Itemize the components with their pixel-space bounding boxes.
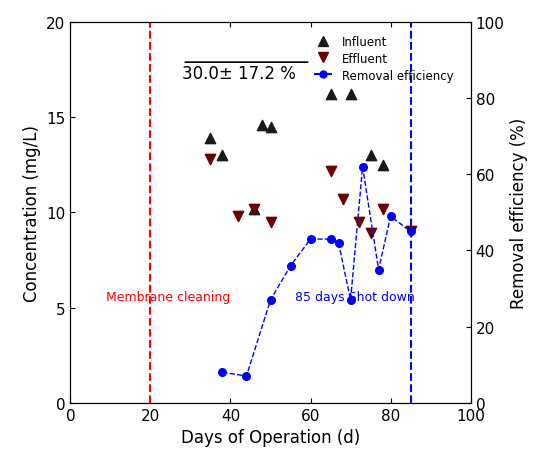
Point xyxy=(354,219,363,226)
Point xyxy=(378,162,387,169)
Point xyxy=(258,122,267,129)
Point xyxy=(338,196,347,203)
Text: Membrane cleaning: Membrane cleaning xyxy=(107,290,230,303)
Point xyxy=(266,124,275,131)
Point xyxy=(378,206,387,213)
Point xyxy=(250,206,259,213)
X-axis label: Days of Operation (d): Days of Operation (d) xyxy=(181,428,360,446)
Y-axis label: Concentration (mg/L): Concentration (mg/L) xyxy=(23,125,41,301)
Point xyxy=(234,213,243,220)
Point xyxy=(266,219,275,226)
Point xyxy=(406,228,415,236)
Point xyxy=(346,92,355,99)
Y-axis label: Removal efficiency (%): Removal efficiency (%) xyxy=(510,118,528,308)
Point xyxy=(326,92,335,99)
Point xyxy=(206,156,215,163)
Legend: Influent, Effluent, Removal efficiency: Influent, Effluent, Removal efficiency xyxy=(311,33,457,86)
Point xyxy=(250,206,259,213)
Point xyxy=(326,168,335,175)
Point xyxy=(366,230,375,238)
Text: 85 days Shot down: 85 days Shot down xyxy=(294,290,414,303)
Text: 30.0± 17.2 %: 30.0± 17.2 % xyxy=(182,65,296,83)
Point xyxy=(218,152,227,160)
Point xyxy=(366,152,375,160)
Point xyxy=(206,135,215,143)
